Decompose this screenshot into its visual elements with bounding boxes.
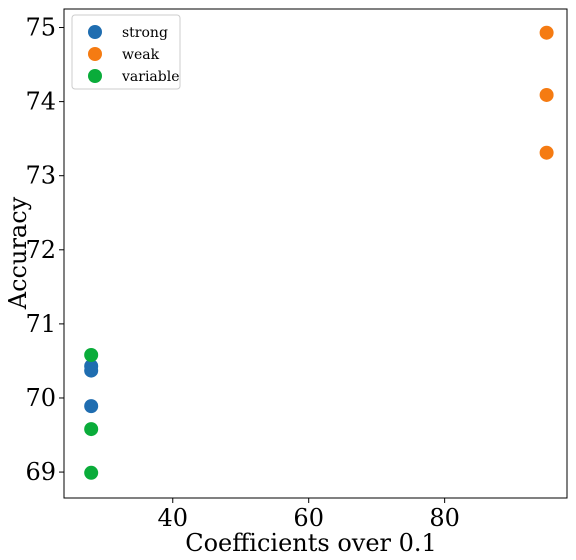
legend-label-weak: weak (122, 47, 160, 63)
legend-marker-variable (88, 69, 102, 83)
y-tick-label: 69 (25, 458, 56, 486)
y-axis-ticks: 69 70 71 72 73 74 75 (25, 14, 64, 486)
y-tick-label: 74 (25, 88, 56, 116)
y-tick-label: 75 (25, 14, 56, 42)
legend-marker-weak (88, 47, 102, 61)
variable-point (84, 465, 99, 480)
legend-label-strong: strong (122, 25, 168, 41)
legend-label-variable: variable (121, 69, 180, 85)
legend-marker-strong (88, 25, 102, 39)
y-axis-label: Accuracy (4, 196, 32, 310)
x-tick-label: 80 (429, 504, 460, 532)
y-tick-label: 71 (25, 310, 56, 338)
y-tick-label: 73 (25, 162, 56, 190)
weak-point (539, 25, 554, 40)
variable-point (84, 348, 99, 363)
plot-area (63, 8, 568, 499)
y-tick-label: 70 (25, 384, 56, 412)
variable-point (84, 422, 99, 437)
y-tick-label: 72 (25, 236, 56, 264)
weak-point (539, 145, 554, 160)
strong-point (84, 399, 99, 414)
x-axis-label: Coefficients over 0.1 (185, 529, 437, 557)
weak-point (539, 87, 554, 102)
strong-point (84, 363, 99, 378)
x-axis-ticks: 40 60 80 (157, 498, 460, 532)
legend: strong weak variable (71, 14, 181, 90)
x-tick-label: 60 (293, 504, 324, 532)
data-points (84, 25, 554, 480)
x-tick-label: 40 (157, 504, 188, 532)
